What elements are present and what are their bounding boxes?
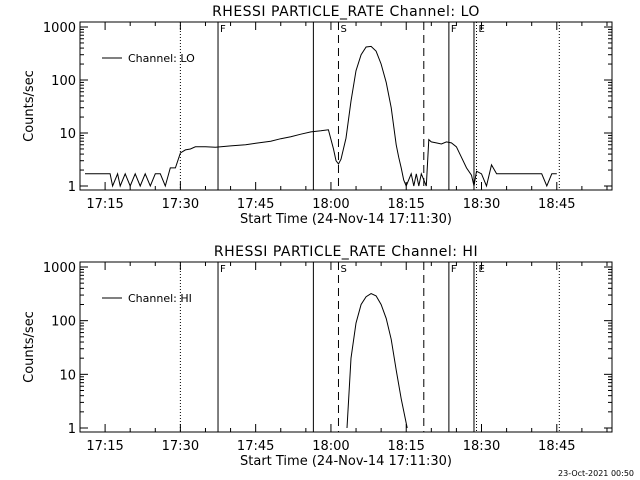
y-tick-label: 1000 bbox=[43, 261, 76, 276]
marker-label: F bbox=[451, 24, 457, 35]
marker-label: S bbox=[340, 264, 346, 275]
y-tick-label: 10 bbox=[59, 368, 76, 383]
x-tick-label: 18:30 bbox=[463, 197, 500, 212]
x-tick-label: 17:15 bbox=[86, 439, 123, 454]
y-tick-label: 10 bbox=[59, 127, 76, 142]
y-tick-label: 1 bbox=[68, 422, 76, 437]
y-axis-label: Counts/sec bbox=[22, 311, 37, 383]
x-tick-label: 18:00 bbox=[312, 439, 349, 454]
y-tick-label: 100 bbox=[51, 74, 76, 89]
x-tick-label: 18:30 bbox=[463, 439, 500, 454]
y-tick-label: 1000 bbox=[43, 21, 76, 36]
x-tick-label: 18:45 bbox=[538, 197, 575, 212]
x-tick-label: 18:00 bbox=[312, 197, 349, 212]
marker-label: F bbox=[220, 24, 226, 35]
legend-label: Channel: LO bbox=[128, 52, 195, 65]
timestamp-stamp: 23-Oct-2021 00:50 bbox=[558, 469, 634, 478]
x-axis-label: Start Time (24-Nov-14 17:11:30) bbox=[240, 454, 452, 469]
chart-panel-1: RHESSI PARTICLE_RATE Channel: LO 1 10 100 10… bbox=[22, 4, 613, 227]
x-tick-label: 17:30 bbox=[162, 439, 199, 454]
marker-label: E bbox=[478, 24, 484, 35]
x-tick-label: 18:45 bbox=[538, 439, 575, 454]
y-tick-label: 100 bbox=[51, 315, 76, 330]
x-tick-label: 17:30 bbox=[162, 197, 199, 212]
x-tick-label: 17:45 bbox=[237, 197, 274, 212]
series-line bbox=[346, 293, 408, 429]
x-tick-label: 17:45 bbox=[237, 439, 274, 454]
marker-label: S bbox=[340, 24, 346, 35]
chart-panel-2: RHESSI PARTICLE_RATE Channel: HI 1 10 100 10… bbox=[22, 244, 613, 469]
marker-label: F bbox=[451, 264, 457, 275]
marker-label: F bbox=[220, 264, 226, 275]
plot-frame bbox=[79, 21, 613, 191]
x-tick-label: 18:15 bbox=[387, 197, 424, 212]
legend-label: Channel: HI bbox=[128, 292, 192, 305]
marker-label: E bbox=[478, 264, 484, 275]
chart-title: RHESSI PARTICLE_RATE Channel: HI bbox=[214, 244, 478, 260]
chart-title: RHESSI PARTICLE_RATE Channel: LO bbox=[212, 4, 480, 20]
y-axis-label: Counts/sec bbox=[22, 70, 37, 142]
x-tick-label: 18:15 bbox=[387, 439, 424, 454]
series-line bbox=[85, 45, 557, 188]
x-axis-label: Start Time (24-Nov-14 17:11:30) bbox=[240, 212, 452, 227]
x-tick-label: 17:15 bbox=[86, 197, 123, 212]
y-tick-label: 1 bbox=[68, 180, 76, 195]
plot-frame bbox=[79, 261, 613, 433]
